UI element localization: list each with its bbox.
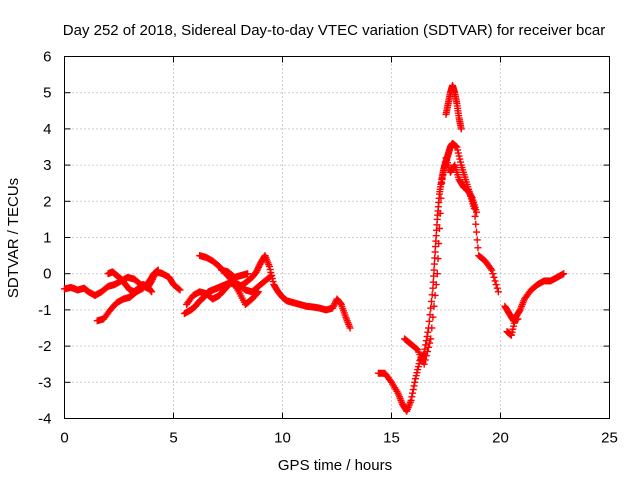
data-point <box>422 352 430 360</box>
data-point <box>244 270 252 278</box>
data-point <box>436 209 444 217</box>
data-point <box>432 281 440 289</box>
data-point <box>433 270 441 278</box>
data-point <box>435 224 443 232</box>
data-point <box>420 360 428 368</box>
x-axis-label: GPS time / hours <box>278 457 392 474</box>
grid <box>64 56 610 419</box>
chart-title: Day 252 of 2018, Sidereal Day-to-day VTE… <box>63 22 605 39</box>
data-point <box>427 335 435 343</box>
y-tick-label: -1 <box>38 302 51 319</box>
data-point <box>424 328 432 336</box>
data-point <box>430 266 438 274</box>
data-point <box>488 266 496 274</box>
data-point <box>253 289 261 297</box>
y-tick-labels: -4 -3 -2 -1 0 1 2 3 4 5 6 <box>38 49 51 428</box>
y-axis-label: SDTVAR / TECUs <box>5 178 22 298</box>
y-tick-label: 2 <box>43 193 51 210</box>
y-tick-label: 4 <box>43 121 51 138</box>
data-point <box>489 270 497 278</box>
data-point <box>474 244 482 252</box>
y-tick-label: 5 <box>43 85 51 102</box>
data-point <box>430 272 438 280</box>
data-point <box>425 343 433 351</box>
data-points <box>61 81 568 415</box>
data-point <box>410 382 418 390</box>
data-point <box>147 287 155 295</box>
data-point <box>426 339 434 347</box>
x-tick-label: 15 <box>383 430 400 447</box>
data-point <box>408 393 416 401</box>
ticks <box>64 56 610 419</box>
data-point <box>430 260 438 268</box>
data-point <box>494 288 502 296</box>
data-point <box>471 212 479 220</box>
y-tick-label: 0 <box>43 266 51 283</box>
data-point <box>421 356 429 364</box>
data-point <box>487 265 495 273</box>
data-point <box>255 288 263 296</box>
data-point <box>346 324 354 332</box>
y-tick-label: 3 <box>43 157 51 174</box>
data-point <box>473 236 481 244</box>
data-point <box>411 378 419 386</box>
x-tick-label: 20 <box>492 430 509 447</box>
data-point <box>560 270 568 278</box>
y-tick-label: -3 <box>38 374 51 391</box>
data-point <box>409 386 417 394</box>
data-point <box>450 162 458 170</box>
data-point <box>407 396 415 404</box>
data-point <box>267 272 275 280</box>
data-point <box>493 284 501 292</box>
x-tick-labels: 0 5 10 15 20 25 <box>60 430 618 447</box>
data-point <box>490 273 498 281</box>
data-point <box>148 288 156 296</box>
data-point <box>472 220 480 228</box>
data-point <box>457 125 465 133</box>
data-point <box>268 272 276 280</box>
x-tick-label: 0 <box>60 430 68 447</box>
data-point <box>439 171 447 179</box>
y-tick-label: 1 <box>43 230 51 247</box>
data-point <box>423 348 431 356</box>
data-point <box>425 317 433 325</box>
data-point <box>492 281 500 289</box>
data-point <box>441 162 449 170</box>
data-point <box>491 277 499 285</box>
x-tick-label: 25 <box>601 430 618 447</box>
data-point <box>176 286 184 294</box>
data-point <box>409 389 417 397</box>
data-point <box>514 315 522 323</box>
data-point <box>473 228 481 236</box>
data-point <box>467 192 475 200</box>
data-point <box>431 291 439 299</box>
data-point <box>473 208 481 216</box>
data-point <box>429 313 437 321</box>
x-tick-label: 5 <box>169 430 177 447</box>
y-tick-label: 6 <box>43 49 51 66</box>
y-tick-label: -2 <box>38 338 51 355</box>
data-point <box>434 255 442 263</box>
data-point <box>154 266 162 274</box>
data-point <box>427 297 435 305</box>
data-point <box>435 240 443 248</box>
data-point <box>428 324 436 332</box>
data-point <box>438 179 446 187</box>
data-point <box>437 194 445 202</box>
data-point <box>423 332 431 340</box>
data-point <box>430 302 438 310</box>
y-tick-label: -4 <box>38 411 51 428</box>
data-point <box>438 175 446 183</box>
x-tick-label: 10 <box>274 430 291 447</box>
data-point <box>429 284 437 292</box>
data-point <box>175 285 183 293</box>
